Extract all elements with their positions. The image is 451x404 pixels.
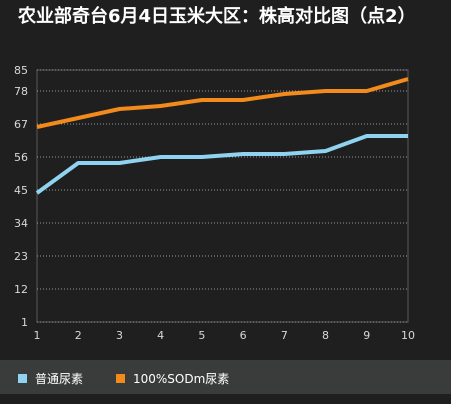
legend-swatch-series-1 [18, 374, 27, 383]
y-tick-label-56: 56 [14, 151, 28, 164]
legend-swatch-series-2 [116, 374, 125, 383]
x-tick-label-2: 2 [75, 329, 82, 342]
legend-item-series-1: 普通尿素 [18, 370, 83, 387]
legend-item-series-2: 100%SODm尿素 [116, 370, 229, 387]
x-tick-label-1: 1 [34, 329, 41, 342]
y-tick-label-67: 67 [14, 118, 28, 131]
x-tick-label-8: 8 [322, 329, 329, 342]
x-tick-label-5: 5 [198, 329, 205, 342]
legend-label-series-1: 普通尿素 [35, 372, 84, 386]
x-tick-label-7: 7 [281, 329, 288, 342]
legend-label-series-2: 100%SODm尿素 [133, 372, 230, 386]
legend: 普通尿素 100%SODm尿素 [0, 360, 451, 394]
x-tick-label-3: 3 [116, 329, 123, 342]
y-tick-label-12: 12 [14, 283, 28, 296]
plot-area [36, 69, 409, 323]
y-tick-label-23: 23 [14, 250, 28, 263]
series-line-1 [35, 134, 408, 195]
y-tick-label-45: 45 [14, 184, 28, 197]
series-line-2 [36, 77, 409, 129]
y-tick-label-78: 78 [14, 85, 28, 98]
y-tick-label-34: 34 [14, 217, 28, 230]
x-tick-label-6: 6 [240, 329, 247, 342]
y-tick-label-85: 85 [14, 64, 28, 77]
x-tick-label-4: 4 [157, 329, 164, 342]
x-tick-label-9: 9 [363, 329, 370, 342]
y-tick-label-1: 1 [21, 316, 28, 329]
x-tick-label-10: 10 [401, 329, 415, 342]
chart-title: 农业部奇台6月4日玉米大区：株高对比图（点2） [18, 6, 416, 27]
bottom-strip [0, 394, 451, 404]
